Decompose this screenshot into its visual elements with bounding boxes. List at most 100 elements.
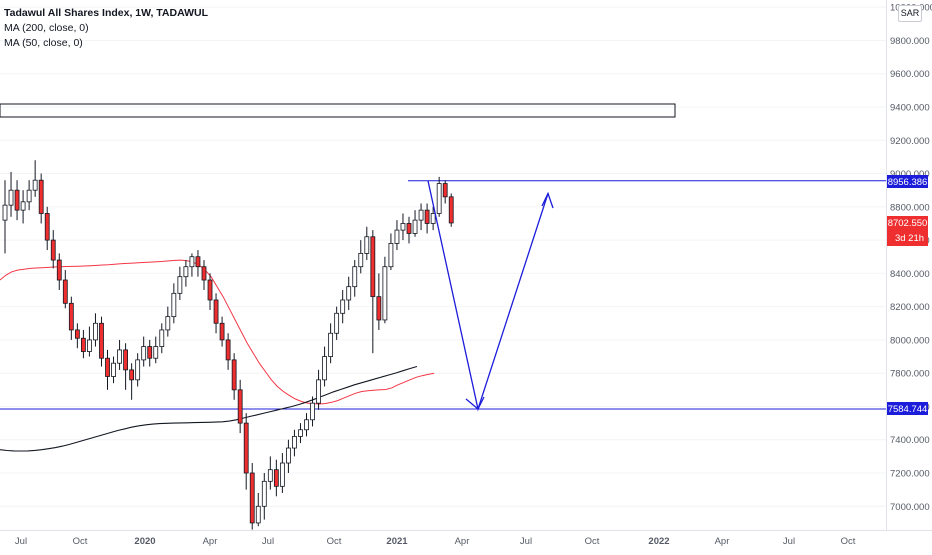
candle-body — [394, 229, 400, 244]
candle-body — [412, 219, 418, 234]
candle-body — [358, 253, 364, 268]
candle-body — [177, 276, 183, 294]
candle-body — [56, 259, 62, 281]
candle-body — [8, 189, 14, 206]
candle — [231, 353, 237, 400]
candle-body — [62, 279, 68, 304]
ma200-legend[interactable]: MA (200, close, 0) — [4, 22, 89, 34]
candle-body — [219, 322, 225, 341]
down-arrowhead — [465, 396, 485, 411]
candle-body — [310, 402, 315, 421]
candle-body — [430, 213, 436, 224]
price-tick-label: 9000.000 — [890, 169, 930, 180]
candle — [340, 290, 346, 324]
ma50-legend[interactable]: MA (50, close, 0) — [4, 37, 83, 49]
candle — [2, 180, 8, 254]
candle-body — [225, 339, 231, 361]
candle — [292, 429, 297, 457]
last-price-tag: 8702.550 — [888, 218, 928, 229]
candle — [352, 260, 358, 297]
candle — [346, 276, 352, 310]
time-tick-label: 2021 — [386, 536, 408, 547]
price-axis[interactable]: 10000.0009800.0009600.0009400.0009200.00… — [890, 3, 932, 513]
moving-averages — [0, 259, 435, 452]
candle — [219, 316, 225, 347]
candle-body — [346, 286, 352, 301]
time-tick-label: Apr — [203, 536, 218, 547]
candle-body — [442, 183, 448, 198]
candle-body — [406, 223, 412, 234]
candle-body — [273, 469, 279, 487]
candle — [195, 250, 201, 277]
candle — [316, 369, 321, 410]
price-tick-label: 7400.000 — [890, 435, 930, 446]
currency-button[interactable]: SAR — [898, 5, 922, 22]
candle-body — [147, 346, 153, 359]
up-arrowhead — [541, 191, 554, 209]
candle — [50, 230, 56, 269]
candle — [14, 180, 20, 221]
price-tick-label: 8200.000 — [890, 302, 930, 313]
candle — [80, 329, 86, 359]
time-tick-label: 2022 — [648, 536, 669, 547]
projection-path[interactable] — [427, 180, 549, 412]
candle — [298, 423, 303, 444]
time-tick-label: Oct — [327, 536, 342, 547]
candle — [189, 253, 195, 277]
candle — [147, 339, 153, 367]
candle — [388, 233, 394, 271]
candle — [328, 323, 334, 364]
price-tags: 8956.386 8702.550 3d 21h 7584.744 — [887, 175, 928, 415]
candle-body — [99, 322, 104, 359]
time-tick-label: Apr — [715, 536, 730, 547]
horizontal-levels[interactable] — [0, 180, 886, 410]
candle — [334, 306, 340, 340]
candle — [213, 293, 219, 334]
projection-drawing[interactable] — [427, 180, 554, 412]
candle-body — [74, 329, 80, 339]
candle — [105, 349, 110, 390]
gridlines — [0, 6, 886, 507]
candle — [129, 363, 135, 400]
candle — [400, 213, 406, 241]
candle-body — [44, 213, 50, 241]
candle-body — [436, 183, 442, 214]
candle-body — [195, 256, 201, 268]
price-tick-label: 8400.000 — [890, 269, 930, 280]
candle-body — [111, 362, 116, 377]
candle — [159, 323, 165, 354]
symbol-title[interactable]: Tadawul All Shares Index, 1W, TADAWUL — [4, 7, 209, 19]
candle-body — [135, 359, 141, 381]
price-tick-label: 7800.000 — [890, 369, 930, 380]
candle — [376, 273, 382, 330]
candle — [394, 220, 400, 251]
candle-body — [201, 266, 207, 281]
time-axis[interactable]: Jul Oct 2020 Apr Jul Oct 2021 Apr Jul Oct 2022 Apr J… — [15, 536, 856, 547]
candle-body — [388, 243, 394, 268]
candle-body — [159, 329, 165, 347]
ma50-line — [0, 259, 435, 405]
candle-body — [261, 480, 267, 507]
candle — [370, 230, 376, 354]
bar-countdown: 3d 21h — [895, 233, 924, 244]
candle — [123, 343, 128, 390]
candle-body — [364, 236, 370, 254]
last-price-tag-bg — [887, 216, 928, 246]
time-tick-label: Jul — [520, 536, 532, 547]
candle — [135, 353, 141, 387]
candle — [20, 190, 26, 224]
candle — [38, 173, 44, 224]
candle — [364, 226, 370, 261]
candle-body — [68, 302, 74, 331]
candle — [358, 240, 364, 274]
support-tag: 7584.744 — [888, 404, 928, 415]
candle — [183, 260, 189, 287]
candle — [56, 253, 62, 291]
rectangle-drawing[interactable] — [0, 103, 676, 118]
candle — [424, 203, 430, 234]
price-tick-label: 7200.000 — [890, 469, 930, 480]
candle — [237, 379, 243, 434]
candle-body — [286, 447, 291, 464]
